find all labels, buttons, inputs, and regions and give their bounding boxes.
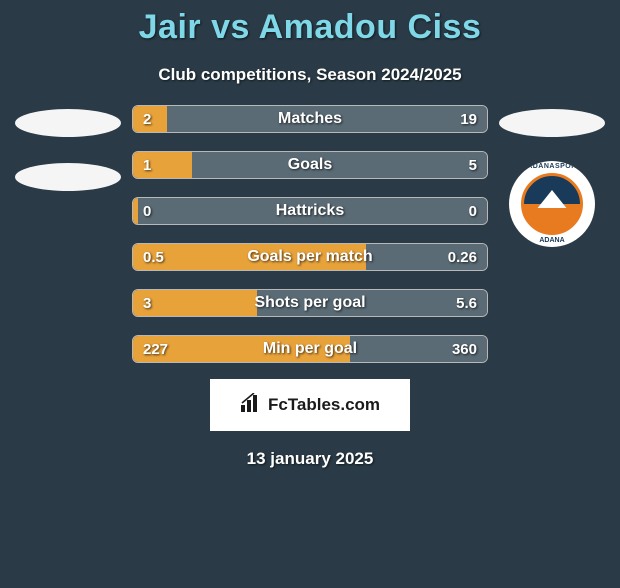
stat-bar-shots-per-goal: 3 Shots per goal 5.6 bbox=[132, 289, 488, 317]
badge-inner bbox=[521, 173, 583, 235]
right-side-col: ADANASPOR ADANA bbox=[492, 105, 612, 363]
bar-label: Goals bbox=[133, 152, 487, 178]
club-badge: ADANASPOR ADANA bbox=[509, 161, 595, 247]
left-player-ellipse-2 bbox=[15, 163, 121, 191]
stat-bar-goals: 1 Goals 5 bbox=[132, 151, 488, 179]
bar-value-right: 360 bbox=[452, 336, 477, 362]
page-title: Jair vs Amadou Ciss bbox=[0, 8, 620, 47]
bar-value-right: 0.26 bbox=[448, 244, 477, 270]
bar-value-right: 5.6 bbox=[456, 290, 477, 316]
bar-label: Goals per match bbox=[133, 244, 487, 270]
left-player-ellipse-1 bbox=[15, 109, 121, 137]
stats-bars: 2 Matches 19 1 Goals 5 0 Hattricks 0 0.5… bbox=[128, 105, 492, 363]
footer-date: 13 january 2025 bbox=[0, 449, 620, 469]
stat-bar-min-per-goal: 227 Min per goal 360 bbox=[132, 335, 488, 363]
bar-value-right: 0 bbox=[469, 198, 477, 224]
stat-bar-matches: 2 Matches 19 bbox=[132, 105, 488, 133]
bar-label: Hattricks bbox=[133, 198, 487, 224]
content-area: 2 Matches 19 1 Goals 5 0 Hattricks 0 0.5… bbox=[0, 105, 620, 363]
bar-value-right: 5 bbox=[469, 152, 477, 178]
stat-bar-hattricks: 0 Hattricks 0 bbox=[132, 197, 488, 225]
stat-bar-goals-per-match: 0.5 Goals per match 0.26 bbox=[132, 243, 488, 271]
badge-text-top: ADANASPOR bbox=[527, 163, 577, 170]
bar-label: Shots per goal bbox=[133, 290, 487, 316]
brand-text: FcTables.com bbox=[268, 395, 380, 415]
right-player-ellipse bbox=[499, 109, 605, 137]
badge-shape-icon bbox=[534, 190, 570, 208]
bar-value-right: 19 bbox=[460, 106, 477, 132]
brand-logo-icon bbox=[240, 393, 262, 418]
left-side-col bbox=[8, 105, 128, 363]
badge-text-bottom: ADANA bbox=[539, 237, 564, 244]
bar-label: Min per goal bbox=[133, 336, 487, 362]
page-subtitle: Club competitions, Season 2024/2025 bbox=[0, 65, 620, 85]
brand-footer-box: FcTables.com bbox=[210, 379, 410, 431]
bar-label: Matches bbox=[133, 106, 487, 132]
